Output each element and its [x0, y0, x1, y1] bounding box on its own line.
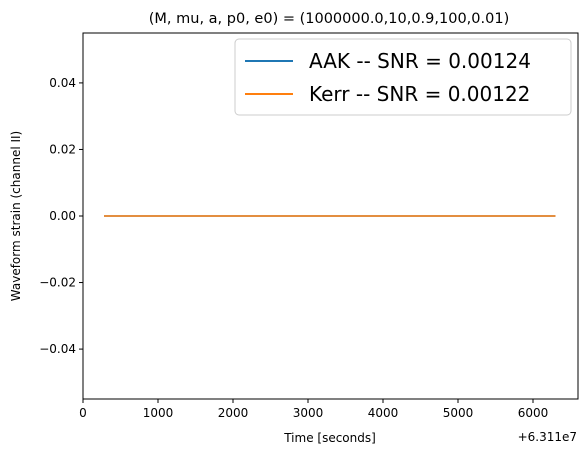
x-tick-label: 1000	[143, 406, 174, 420]
legend-label: Kerr -- SNR = 0.00122	[309, 82, 530, 106]
chart-title: (M, mu, a, p0, e0) = (1000000.0,10,0.9,1…	[149, 11, 509, 27]
y-tick-label: −0.02	[39, 276, 76, 290]
x-tick-label: 3000	[293, 406, 324, 420]
x-axis-label: Time [seconds]	[283, 431, 376, 445]
x-tick-label: 6000	[518, 406, 549, 420]
x-tick-label: 0	[79, 406, 87, 420]
x-tick-label: 2000	[218, 406, 249, 420]
legend: AAK -- SNR = 0.00124 Kerr -- SNR = 0.0012…	[234, 38, 572, 116]
x-tick-label: 4000	[368, 406, 399, 420]
y-tick-label: 0.02	[49, 142, 76, 156]
legend-entries: AAK -- SNR = 0.00124 Kerr -- SNR = 0.0012…	[245, 49, 531, 106]
y-tick-label: −0.04	[39, 342, 76, 356]
y-axis-ticks: −0.04 −0.02 0.00 0.02 0.04	[39, 76, 83, 356]
x-tick-label: 5000	[443, 406, 474, 420]
y-axis-label: Waveform strain (channel II)	[9, 131, 23, 301]
legend-box	[234, 38, 572, 116]
x-axis-offset-label: +6.311e7	[518, 430, 577, 444]
y-tick-label: 0.04	[49, 76, 76, 90]
y-tick-label: 0.00	[49, 209, 76, 223]
legend-label: AAK -- SNR = 0.00124	[309, 49, 531, 73]
x-axis-ticks: 0 1000 2000 3000 4000 5000 6000	[79, 399, 548, 420]
